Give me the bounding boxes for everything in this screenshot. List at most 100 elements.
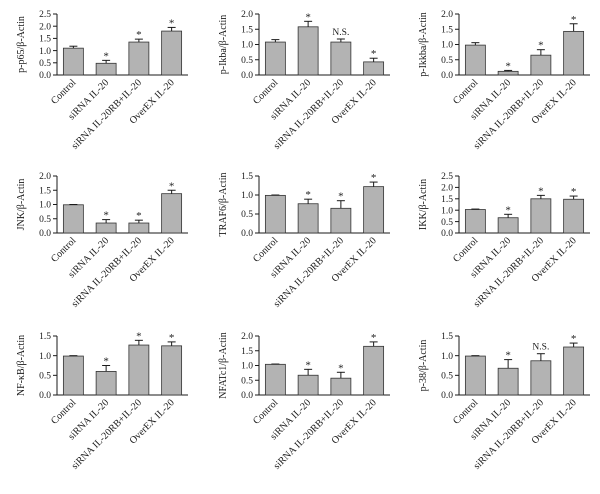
bar-2 xyxy=(297,203,319,234)
x-category-label: Control xyxy=(251,77,281,107)
y-axis-label: JNK/β-Actin xyxy=(16,179,27,231)
y-tick-label: 1.5 xyxy=(39,332,51,342)
y-axis-label: p-Ikkba/β-Actin xyxy=(418,12,429,77)
significance-star: * xyxy=(371,172,377,184)
x-category-label: Control xyxy=(49,77,79,107)
y-tick-label: 0.5 xyxy=(241,56,253,66)
significance-star: * xyxy=(103,50,109,62)
x-category-label: Control xyxy=(251,235,281,265)
significance-star: * xyxy=(338,362,344,374)
bar-2 xyxy=(497,367,519,396)
bar-1 xyxy=(264,194,286,234)
bar-4 xyxy=(563,198,585,234)
y-tick-label: 1.0 xyxy=(39,352,51,362)
significance-star: * xyxy=(571,333,577,345)
y-tick-label: 0.5 xyxy=(39,59,51,69)
significance-star: * xyxy=(103,356,109,368)
bar-3 xyxy=(128,344,150,396)
significance-ns: N.S. xyxy=(532,343,549,353)
y-tick-label: 2.0 xyxy=(241,10,253,20)
bar-1 xyxy=(264,41,286,76)
y-tick-label: 0.0 xyxy=(441,71,453,81)
bar-4 xyxy=(563,346,585,396)
bar-4 xyxy=(563,30,585,76)
significance-star: * xyxy=(305,189,311,201)
y-tick-label: 1.5 xyxy=(241,172,253,182)
x-category-label: Control xyxy=(451,397,481,427)
y-tick-label: 1.5 xyxy=(241,25,253,35)
significance-star: * xyxy=(169,17,175,29)
x-category-label: Control xyxy=(49,235,79,265)
y-tick-label: 0.0 xyxy=(39,391,51,401)
y-tick-label: 2.5 xyxy=(39,10,51,20)
y-tick-label: 1.5 xyxy=(441,332,453,342)
y-tick-label: 1.0 xyxy=(241,362,253,372)
significance-star: * xyxy=(338,191,344,203)
chart-panel-6: 0.00.51.01.52.02.5IKK/β-ActinControl*siR… xyxy=(418,172,590,310)
x-category-label: Control xyxy=(451,77,481,107)
bar-3 xyxy=(330,377,352,396)
significance-star: * xyxy=(103,210,109,222)
significance-star: * xyxy=(538,40,544,52)
y-tick-label: 0.5 xyxy=(441,56,453,66)
significance-star: * xyxy=(136,330,142,342)
y-tick-label: 0.5 xyxy=(241,376,253,386)
y-axis-label: p-p65/β-Actin xyxy=(16,16,27,73)
chart-panel-2: 0.00.51.01.52.0p-Ikba/β-ActinControl*siR… xyxy=(218,10,390,152)
chart-panel-3: 0.00.51.01.52.0p-Ikkba/β-ActinControl*si… xyxy=(418,10,590,152)
y-tick-label: 0.0 xyxy=(441,391,453,401)
bar-1 xyxy=(464,44,486,76)
y-tick-label: 0.0 xyxy=(241,71,253,81)
y-tick-label: 1.0 xyxy=(441,352,453,362)
significance-star: * xyxy=(305,11,311,23)
x-category-label: Control xyxy=(251,397,281,427)
bar-3 xyxy=(128,222,150,234)
bar-1 xyxy=(62,47,84,76)
y-axis-label: p-38/β-Actin xyxy=(418,340,429,392)
y-tick-label: 0.5 xyxy=(441,372,453,382)
y-tick-label: 0.0 xyxy=(39,229,51,239)
significance-star: * xyxy=(371,48,377,60)
bar-1 xyxy=(464,209,486,234)
y-tick-label: 1.5 xyxy=(39,186,51,196)
chart-panel-8: 0.00.51.01.52.0NFATc1/β-ActinControl*siR… xyxy=(218,332,390,472)
bar-1 xyxy=(464,355,486,396)
bar-4 xyxy=(161,345,183,396)
bar-3 xyxy=(128,41,150,76)
y-tick-label: 0.0 xyxy=(441,229,453,239)
y-tick-label: 0.5 xyxy=(441,218,453,228)
y-axis-label: TRAF6/β-Actin xyxy=(218,173,229,237)
bar-4 xyxy=(363,186,385,234)
y-tick-label: 0.0 xyxy=(241,229,253,239)
bar-1 xyxy=(264,363,286,396)
bar-4 xyxy=(161,193,183,234)
bar-3 xyxy=(530,54,552,76)
bar-4 xyxy=(363,345,385,396)
y-axis-label: IKK/β-Actin xyxy=(418,179,429,230)
significance-star: * xyxy=(136,210,142,222)
x-category-label: Control xyxy=(451,235,481,265)
bar-1 xyxy=(62,355,84,396)
bar-2 xyxy=(497,217,519,234)
y-tick-label: 0.0 xyxy=(39,71,51,81)
y-tick-label: 0.0 xyxy=(241,391,253,401)
significance-star: * xyxy=(505,204,511,216)
bar-2 xyxy=(95,62,117,76)
y-tick-label: 1.0 xyxy=(39,47,51,57)
y-tick-label: 1.0 xyxy=(39,201,51,211)
significance-star: * xyxy=(169,180,175,192)
y-tick-label: 0.5 xyxy=(39,215,51,225)
significance-star: * xyxy=(571,186,577,198)
significance-ns: N.S. xyxy=(332,28,349,38)
significance-star: * xyxy=(538,185,544,197)
y-tick-label: 2.0 xyxy=(441,10,453,20)
bar-2 xyxy=(297,26,319,76)
bar-3 xyxy=(330,207,352,234)
bar-3 xyxy=(330,41,352,76)
significance-star: * xyxy=(371,332,377,344)
chart-panel-4: 0.00.51.01.52.0JNK/β-ActinControl*siRNA … xyxy=(16,172,188,310)
y-tick-label: 2.0 xyxy=(241,332,253,342)
bar-3 xyxy=(530,198,552,234)
y-axis-label: NF-κB/β-Actin xyxy=(16,335,27,396)
